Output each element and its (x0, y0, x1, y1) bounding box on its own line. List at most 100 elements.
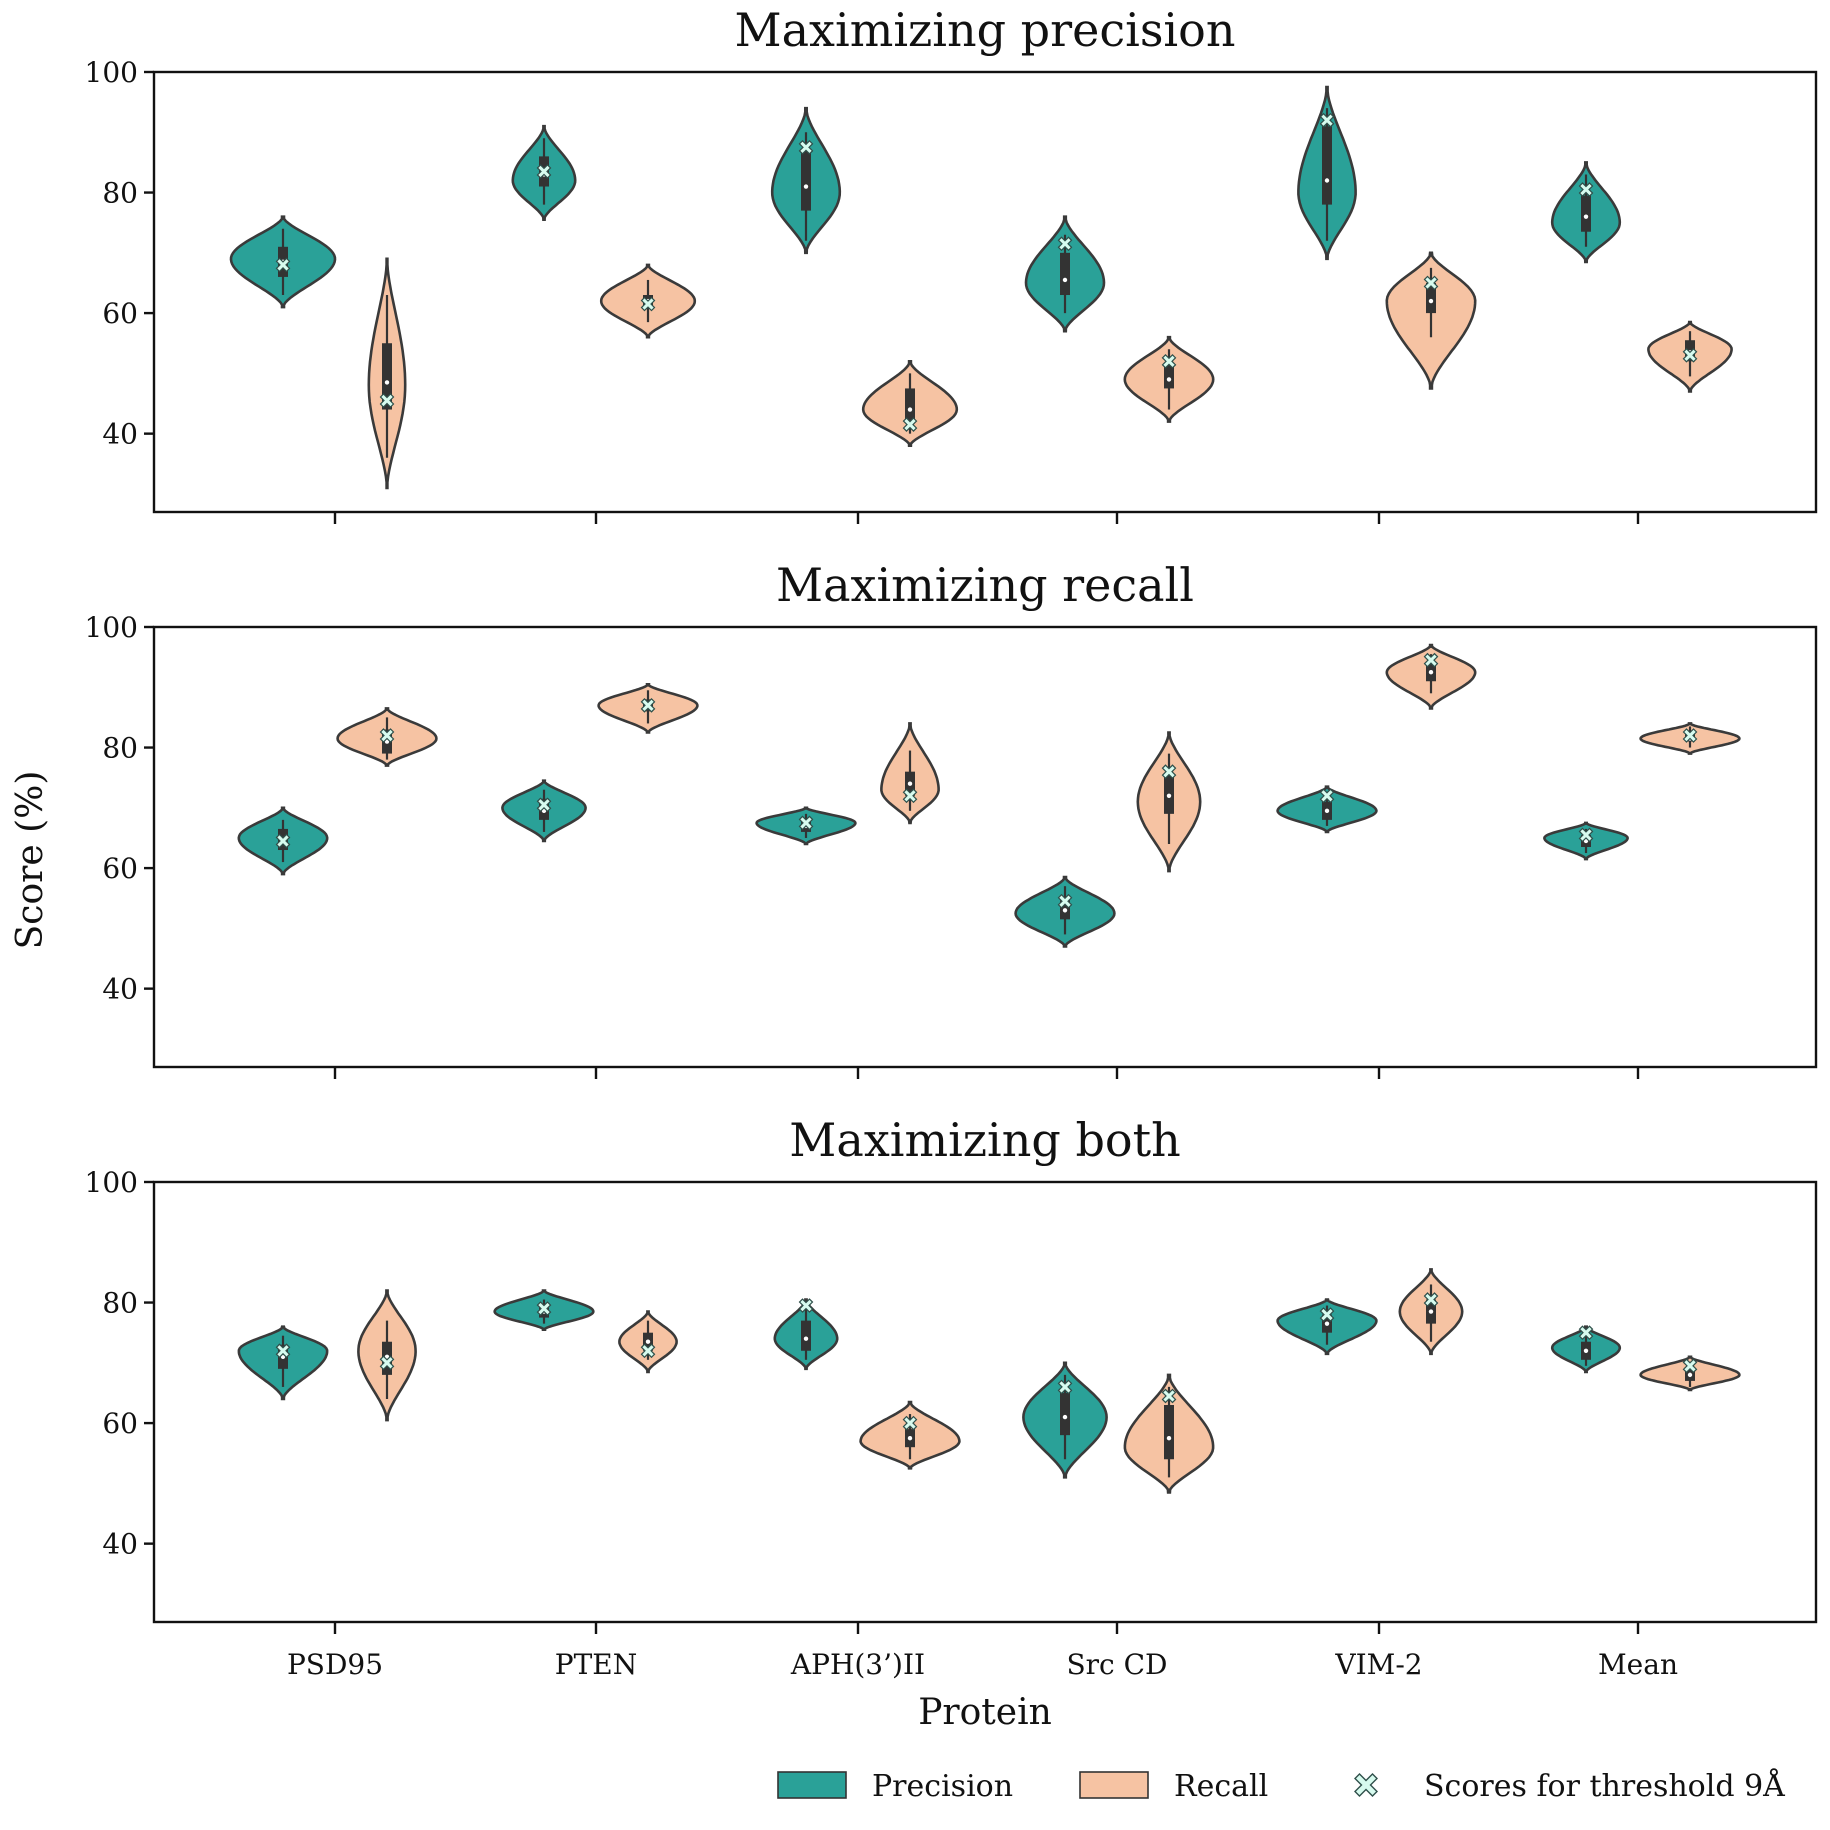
legend-entry-2: Recall (1079, 1769, 1268, 1804)
violin-median (907, 407, 913, 412)
violin-iqr-box (801, 1320, 811, 1351)
y-tick-label: 60 (102, 852, 138, 885)
threshold-marker (275, 1343, 291, 1359)
threshold-marker (1319, 788, 1335, 804)
threshold-marker (902, 1415, 918, 1431)
threshold-marker (1682, 347, 1698, 363)
plot-frame (152, 1180, 1818, 1624)
x-tick-label: PSD95 (287, 1648, 383, 1681)
threshold-marker (1423, 652, 1439, 668)
y-axis-label: Score (%) (10, 771, 51, 950)
violin-median (1583, 214, 1589, 219)
violin-median (1062, 908, 1068, 913)
violin-median (1687, 1372, 1693, 1378)
series-recall (367, 251, 1733, 490)
threshold-marker (1423, 1292, 1439, 1307)
threshold-marker (379, 393, 395, 408)
legend-entry-3: Scores for threshold 9Å (1354, 1768, 1785, 1804)
y-tick-label: 60 (102, 297, 138, 330)
violin-iqr-box (1581, 195, 1591, 232)
threshold-marker (1319, 1307, 1335, 1322)
threshold-marker (1682, 1358, 1698, 1374)
plot-frame (152, 70, 1818, 514)
violin-iqr-box (801, 150, 811, 211)
violin-iqr-box (905, 388, 915, 422)
threshold-marker (275, 833, 291, 849)
series-recall (336, 643, 1741, 873)
y-tick-label: 60 (102, 1407, 138, 1440)
threshold-marker (798, 139, 814, 155)
threshold-marker (379, 1355, 395, 1371)
threshold-marker (1161, 1388, 1177, 1404)
panel-title: Maximizing precision (735, 3, 1236, 57)
violin-median (1166, 377, 1172, 382)
violin-iqr-box (382, 343, 392, 410)
violin-median (803, 1336, 809, 1341)
legend: Precision Recall Scores for threshold 9Å (777, 1768, 1785, 1804)
panel-title: Maximizing both (789, 1113, 1180, 1167)
violin-median (1324, 1321, 1330, 1326)
x-tick-label: APH(3’)II (790, 1648, 925, 1681)
violin-iqr-box (1426, 282, 1436, 314)
threshold-marker (536, 797, 552, 813)
violin-median (1428, 1309, 1434, 1314)
violin-median (1166, 793, 1172, 798)
threshold-marker (1578, 182, 1594, 197)
violin-median (803, 184, 809, 189)
violin-median (907, 1435, 913, 1441)
series-precision (229, 85, 1622, 333)
violin-median (645, 1339, 651, 1344)
legend-marker-icon (1354, 1773, 1378, 1797)
y-tick-label: 80 (102, 732, 138, 765)
violin-iqr-box (1060, 1392, 1070, 1436)
y-tick-label: 40 (102, 973, 138, 1006)
threshold-marker (536, 164, 552, 179)
panels: Maximizing precision406080100Maximizing … (85, 3, 1818, 1681)
violin-iqr-box (1322, 126, 1332, 205)
threshold-marker (902, 417, 918, 432)
violin-median (1324, 808, 1330, 814)
violin-median (1428, 670, 1434, 675)
legend-label: Recall (1174, 1769, 1268, 1804)
y-tick-label: 80 (102, 1287, 138, 1320)
threshold-marker (536, 1301, 552, 1316)
legend-label: Scores for threshold 9Å (1424, 1768, 1785, 1804)
threshold-marker (1057, 893, 1073, 909)
threshold-marker (1057, 1379, 1073, 1395)
threshold-marker (640, 296, 656, 312)
violin-iqr-box (1164, 364, 1174, 389)
panel-title: Maximizing recall (776, 558, 1194, 612)
violin-median (1324, 178, 1330, 183)
x-tick-label: PTEN (555, 1648, 637, 1681)
violin-iqr-box (1164, 1405, 1174, 1460)
threshold-marker (1161, 353, 1177, 369)
threshold-marker (1423, 275, 1439, 291)
legend-entry-1: Precision (777, 1769, 1013, 1804)
threshold-marker (1682, 728, 1698, 743)
y-tick-label: 40 (102, 1528, 138, 1561)
threshold-marker (1319, 112, 1335, 128)
threshold-marker (640, 1343, 656, 1359)
plot-frame (152, 625, 1818, 1069)
threshold-marker (798, 815, 814, 831)
threshold-marker (902, 788, 918, 804)
y-tick-label: 80 (102, 177, 138, 210)
series-precision (237, 779, 1629, 948)
x-tick-label: VIM-2 (1334, 1648, 1422, 1681)
violin-median (1062, 1414, 1068, 1420)
panel-2: Maximizing recall 40 60 80 100 (85, 558, 1818, 1079)
y-tick-label: 100 (85, 56, 138, 89)
y-tick-label: 100 (85, 611, 138, 644)
y-tick-label: 100 (85, 1166, 138, 1199)
threshold-marker (275, 257, 291, 273)
y-tick-label: 40 (102, 418, 138, 451)
violin-median (1062, 277, 1068, 283)
violin-iqr-box (1060, 252, 1070, 296)
series-precision (237, 1289, 1622, 1479)
legend-swatch (777, 1771, 847, 1799)
violin-median (1428, 298, 1434, 304)
threshold-marker (798, 1298, 814, 1313)
x-tick-label: Mean (1598, 1648, 1678, 1681)
threshold-marker (1161, 764, 1177, 780)
